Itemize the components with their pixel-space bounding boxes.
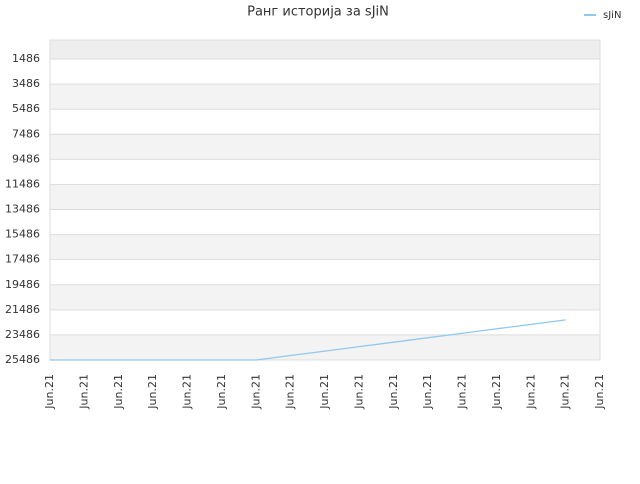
x-tick-label: Jun.21 — [249, 374, 262, 410]
legend-label: sJiN — [603, 10, 621, 21]
x-tick-label: Jun.21 — [524, 374, 537, 410]
y-tick-label: 3486 — [12, 77, 40, 90]
x-tick-label: Jun.21 — [352, 374, 365, 410]
band — [50, 309, 600, 335]
band — [50, 159, 600, 185]
chart-title: Ранг историја за sJiN — [247, 5, 389, 20]
x-tick-label: Jun.21 — [112, 374, 125, 410]
x-tick-label: Jun.21 — [387, 374, 400, 410]
x-tick: Jun.21 — [43, 374, 56, 410]
y-tick-label: 1486 — [12, 52, 40, 65]
y-tick-label: 11486 — [5, 177, 40, 190]
x-tick-label: Jun.21 — [215, 374, 228, 410]
x-tick-label: Jun.21 — [43, 374, 56, 410]
x-tick-label: Jun.21 — [456, 374, 469, 410]
y-tick-label: 25486 — [5, 353, 40, 366]
y-tick-label: 5486 — [12, 102, 40, 115]
x-tick-label: Jun.21 — [490, 374, 503, 410]
x-tick: Jun.21 — [249, 374, 262, 410]
band — [50, 209, 600, 235]
band — [50, 284, 600, 310]
x-tick: Jun.21 — [215, 374, 228, 410]
band — [50, 184, 600, 210]
line — [50, 319, 566, 361]
band — [50, 109, 600, 135]
y-tick-label: 9486 — [12, 152, 40, 165]
band — [50, 334, 600, 360]
x-tick-label: Jun.21 — [421, 374, 434, 410]
y-tick-label: 19486 — [5, 278, 40, 291]
x-tick: Jun.21 — [318, 374, 331, 410]
x-tick: Jun.21 — [146, 374, 159, 410]
x-tick-label: Jun.21 — [181, 374, 194, 410]
x-tick: Jun.21 — [593, 374, 606, 410]
x-tick: Jun.21 — [559, 374, 572, 410]
x-tick-label: Jun.21 — [146, 374, 159, 410]
x-tick: Jun.21 — [112, 374, 125, 410]
x-tick: Jun.21 — [387, 374, 400, 410]
y-tick-label: 17486 — [5, 253, 40, 266]
band — [50, 134, 600, 160]
y-tick-label: 15486 — [5, 228, 40, 241]
x-tick: Jun.21 — [421, 374, 434, 410]
x-tick: Jun.21 — [284, 374, 297, 410]
band — [50, 59, 600, 85]
x-tick-label: Jun.21 — [593, 374, 606, 410]
x-tick: Jun.21 — [490, 374, 503, 410]
y-tick-label: 23486 — [5, 328, 40, 341]
band — [50, 84, 600, 110]
x-tick-label: Jun.21 — [77, 374, 90, 410]
band — [50, 234, 600, 260]
x-tick-label: Jun.21 — [284, 374, 297, 410]
x-tick: Jun.21 — [352, 374, 365, 410]
band — [50, 259, 600, 285]
y-tick-label: 13486 — [5, 203, 40, 216]
y-tick-label: 7486 — [12, 127, 40, 140]
x-tick-label: Jun.21 — [318, 374, 331, 410]
x-tick: Jun.21 — [456, 374, 469, 410]
x-tick-label: Jun.21 — [559, 374, 572, 410]
x-tick: Jun.21 — [77, 374, 90, 410]
x-tick: Jun.21 — [524, 374, 537, 410]
x-tick: Jun.21 — [181, 374, 194, 410]
y-tick-label: 21486 — [5, 303, 40, 316]
band — [50, 40, 600, 60]
